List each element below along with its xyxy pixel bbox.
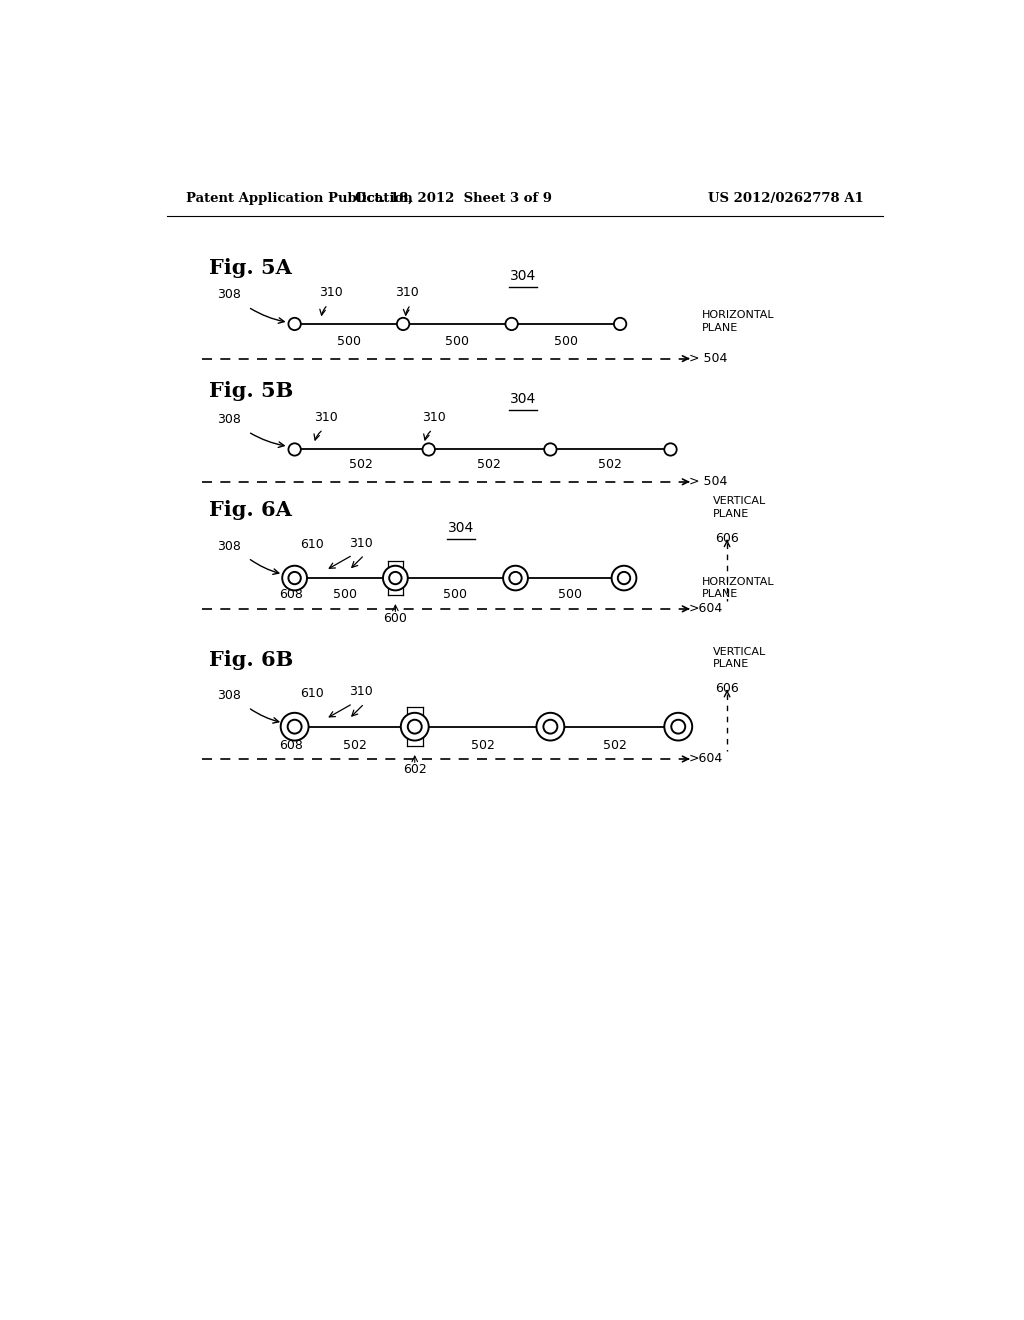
Circle shape (281, 713, 308, 741)
Circle shape (617, 572, 630, 585)
Circle shape (397, 318, 410, 330)
Text: Fig. 6A: Fig. 6A (209, 500, 292, 520)
Text: 500: 500 (445, 335, 469, 348)
Text: 610: 610 (300, 539, 324, 552)
Text: 308: 308 (217, 413, 241, 426)
Text: 608: 608 (279, 739, 303, 751)
Text: 608: 608 (279, 589, 303, 602)
Text: VERTICAL
PLANE: VERTICAL PLANE (713, 496, 766, 519)
Circle shape (289, 444, 301, 455)
Text: 310: 310 (319, 286, 343, 300)
Circle shape (537, 713, 564, 741)
Text: 606: 606 (715, 532, 739, 545)
Text: 606: 606 (715, 681, 739, 694)
Text: 310: 310 (395, 286, 419, 300)
Circle shape (289, 318, 301, 330)
Text: 308: 308 (217, 689, 241, 702)
Text: 502: 502 (349, 458, 373, 471)
Text: 502: 502 (471, 739, 495, 751)
Circle shape (289, 572, 301, 585)
Circle shape (383, 566, 408, 590)
Text: > 504: > 504 (689, 475, 727, 488)
Text: >604: >604 (689, 602, 723, 615)
Circle shape (544, 444, 557, 455)
Circle shape (506, 318, 518, 330)
Circle shape (665, 444, 677, 455)
Text: 310: 310 (314, 411, 338, 424)
Text: Oct. 18, 2012  Sheet 3 of 9: Oct. 18, 2012 Sheet 3 of 9 (355, 191, 552, 205)
Text: 304: 304 (449, 521, 474, 535)
Text: 308: 308 (217, 288, 241, 301)
Text: 610: 610 (300, 686, 324, 700)
Text: 500: 500 (554, 335, 578, 348)
Text: 502: 502 (598, 458, 622, 471)
Circle shape (509, 572, 521, 585)
Text: 500: 500 (443, 589, 467, 602)
Text: 304: 304 (510, 269, 537, 284)
Circle shape (288, 719, 302, 734)
Text: 310: 310 (349, 685, 373, 698)
Text: >604: >604 (689, 752, 723, 766)
Text: Fig. 5A: Fig. 5A (209, 257, 292, 277)
Text: 502: 502 (603, 739, 627, 751)
Circle shape (408, 719, 422, 734)
Text: HORIZONTAL
PLANE: HORIZONTAL PLANE (701, 577, 774, 599)
Circle shape (614, 318, 627, 330)
Text: > 504: > 504 (689, 352, 727, 366)
Text: 308: 308 (217, 540, 241, 553)
Text: 310: 310 (349, 536, 373, 549)
Text: Fig. 6B: Fig. 6B (209, 651, 294, 671)
Text: 500: 500 (337, 335, 360, 348)
Circle shape (611, 566, 636, 590)
Text: 502: 502 (343, 739, 367, 751)
Text: 600: 600 (383, 611, 408, 624)
Text: 304: 304 (510, 392, 537, 407)
Circle shape (423, 444, 435, 455)
Text: 500: 500 (333, 589, 357, 602)
Circle shape (389, 572, 401, 585)
Circle shape (672, 719, 685, 734)
Text: 502: 502 (477, 458, 501, 471)
Text: 310: 310 (423, 411, 446, 424)
Circle shape (503, 566, 528, 590)
Text: HORIZONTAL
PLANE: HORIZONTAL PLANE (701, 310, 774, 333)
Text: Fig. 5B: Fig. 5B (209, 381, 294, 401)
Circle shape (544, 719, 557, 734)
Text: US 2012/0262778 A1: US 2012/0262778 A1 (709, 191, 864, 205)
Circle shape (665, 713, 692, 741)
Circle shape (400, 713, 429, 741)
Text: 602: 602 (402, 763, 427, 776)
Text: 500: 500 (558, 589, 582, 602)
Circle shape (283, 566, 307, 590)
Text: Patent Application Publication: Patent Application Publication (186, 191, 413, 205)
Text: VERTICAL
PLANE: VERTICAL PLANE (713, 647, 766, 669)
